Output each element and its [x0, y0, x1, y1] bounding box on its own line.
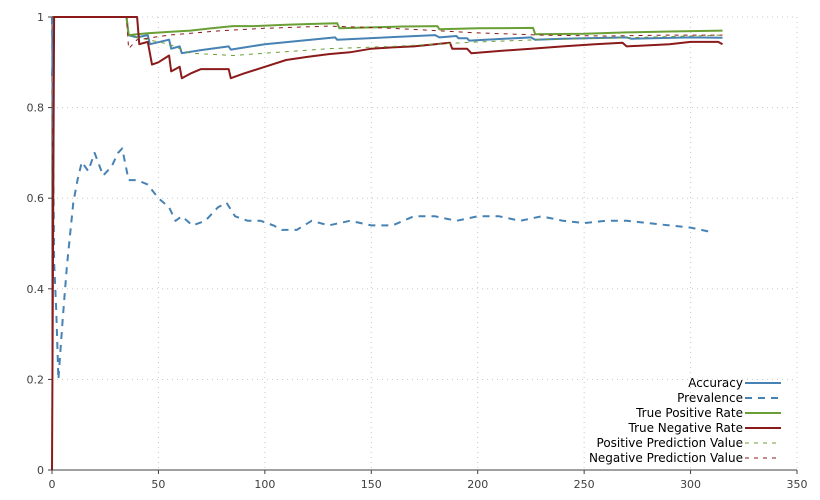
legend-label: True Positive Rate: [635, 406, 743, 420]
y-tick-label: 0.4: [27, 283, 45, 296]
series-line-true-negative-rate: [51, 16, 723, 471]
y-tick-label: 0.8: [27, 102, 45, 115]
legend-label: Prevalence: [677, 391, 743, 405]
legend-label: True Negative Rate: [628, 421, 744, 435]
x-tick-label: 350: [787, 478, 808, 491]
x-tick-label: 100: [254, 478, 275, 491]
x-tick-label: 200: [467, 478, 488, 491]
series-line-negative-prediction-value: [52, 16, 723, 50]
series-line-true-positive-rate: [52, 16, 723, 37]
y-tick-label: 0.2: [27, 373, 45, 386]
series-lines: [51, 16, 723, 471]
x-tick-label: 150: [361, 478, 382, 491]
x-tick-label: 0: [49, 478, 56, 491]
x-tick-label: 300: [680, 478, 701, 491]
y-tick-label: 0.6: [27, 192, 45, 205]
y-tick-label: 1: [37, 11, 44, 24]
x-tick-label: 250: [574, 478, 595, 491]
legend-label: Negative Prediction Value: [589, 451, 743, 465]
series-line-prevalence: [51, 16, 713, 381]
grid: [51, 16, 798, 471]
y-tick-label: 0: [37, 464, 44, 477]
tick-labels: 0 50 100 150 200 250 300 350 0 0.2 0.4 0.6 0.8 1: [27, 11, 808, 491]
x-tick-label: 50: [151, 478, 165, 491]
legend-label: Accuracy: [688, 376, 743, 390]
legend-label: Positive Prediction Value: [597, 436, 743, 450]
